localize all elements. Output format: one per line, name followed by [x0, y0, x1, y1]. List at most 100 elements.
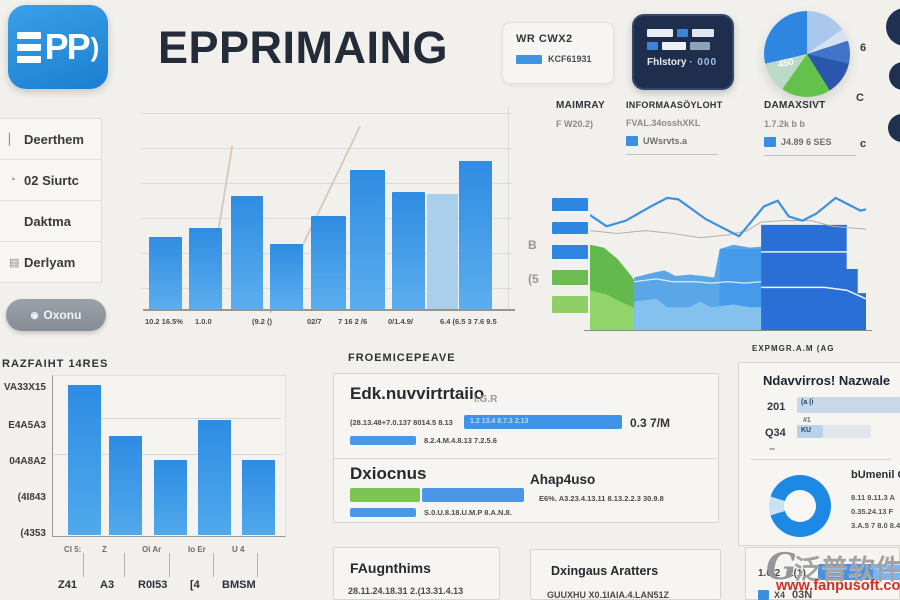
edge-avatar-1[interactable]	[886, 8, 900, 46]
history-card-label: Fhlstory	[647, 57, 687, 68]
donut-line: 8.11 8.11.3 A	[851, 493, 895, 502]
gridline	[53, 454, 283, 455]
metric-value: 03N	[792, 589, 813, 600]
gridline	[101, 418, 281, 419]
mini-bar	[350, 508, 416, 517]
panel-text: GUUXHU X0.1IAIA.4.LAN51Z	[547, 590, 670, 600]
metric-value: 2(1)	[788, 568, 806, 579]
bottom-panel-2[interactable]: Dxingaus Aratters GUUXHU X0.1IAIA.4.LAN5…	[530, 549, 721, 600]
blue-chip-icon	[516, 54, 542, 64]
panel-title: EXPMGR.A.M (AG	[752, 344, 835, 353]
panel-heading: Dxingaus Aratters	[551, 564, 659, 578]
stat-value: FVAL.34osshXKL	[626, 118, 701, 128]
sidebar: ▏ Deerthem ◔ 02 Siurtc Daktma ▤ Derlyam	[0, 118, 102, 283]
legend-swatch-icon	[758, 590, 769, 600]
row-sub-text: (28.13.48+7.0.137 8014.5 8.13	[350, 418, 453, 427]
sidebar-action-button[interactable]: ◉ Oxonu	[6, 299, 106, 331]
progress-bar-text: 1.2 13.4 8.7.3 2.13	[470, 418, 529, 425]
row-label: –	[769, 443, 776, 455]
bar-icon: ▏	[9, 133, 18, 146]
edge-avatar-2[interactable]	[889, 62, 900, 90]
stat-col-2: INFORMAASÖYLOHT FVAL.34osshXKL UWsrvts.a	[626, 100, 722, 155]
plot-area	[52, 375, 286, 537]
legend-swatch-icon	[764, 137, 776, 147]
progress-bar-blue[interactable]	[422, 488, 524, 502]
row-label: 201	[767, 401, 786, 413]
value-bar-text: KU	[801, 427, 812, 434]
panel-heading: FAugnthims	[350, 560, 431, 576]
erp-logo[interactable]: PP )	[8, 5, 108, 89]
summary-card-title: WR CWX2	[516, 33, 573, 45]
divider	[334, 458, 718, 459]
metric-label: X4	[774, 590, 786, 600]
sidebar-item-1[interactable]: ▏ Deerthem	[0, 119, 101, 160]
network-panel: Ndavvirros! Nazwale 201 (a (i #1 Q34 KU …	[738, 362, 900, 546]
stat-col-1: MAIMRAY F W20.2)	[556, 100, 620, 129]
sidebar-item-label: Derlyam	[24, 254, 76, 270]
clock-icon: ◔	[9, 174, 16, 186]
main-chart-axis	[143, 309, 515, 311]
edge-avatar-3[interactable]	[888, 114, 900, 142]
stat-value: 1.7.2k b b	[764, 119, 806, 129]
sidebar-item-label: Deerthem	[24, 131, 84, 147]
mini-bar-label: 8.2.4.M.4.8.13 7.2.5.6	[424, 436, 497, 445]
summary-card-value: KCF61931	[548, 54, 592, 64]
donut-line: 0.35.24.13 F	[851, 507, 894, 516]
watermark: G 泛普软件 www.fanpusoft.com	[688, 544, 900, 598]
row-heading: Dxiocnus	[350, 464, 427, 483]
axis-label: (5	[528, 272, 539, 286]
stacked-legend	[552, 198, 588, 313]
donut-line: 3.A.5 7 8.0 8.4	[851, 521, 900, 530]
logo-paren: )	[90, 31, 100, 62]
value-bar-text: (a (i	[801, 399, 814, 406]
summary-card[interactable]: WR CWX2 KCF61931	[502, 22, 614, 84]
row-note: i.G.R	[474, 394, 498, 405]
panel-heading: Ndavvirros! Nazwale	[763, 373, 891, 388]
equalizer-icon	[647, 29, 732, 50]
pie-slice-label: 450	[777, 56, 795, 71]
secondary-bar-chart: RAZFAIHT 14RES VA33X15 E4A5A3 04A8A2 (4I843…	[0, 355, 330, 600]
watermark-logo-icon: G	[766, 546, 797, 588]
value-bar[interactable]: KU	[797, 425, 871, 438]
stat-title: DAMAXSIVT	[764, 100, 826, 111]
sidebar-item-label: Daktma	[24, 213, 71, 229]
logo-bars-icon	[16, 31, 41, 63]
bar-fill	[797, 425, 823, 438]
chart-title: RAZFAIHT 14RES	[2, 358, 109, 370]
panel-title: FROEMICEPEAVE	[348, 352, 456, 364]
watermark-brand: 泛普软件	[794, 555, 900, 585]
stat-title: MAIMRAY	[556, 100, 605, 111]
row-sub: #1	[803, 417, 811, 424]
panel-text: 28.11.24.18.31 2.(13.31.4.13	[348, 586, 464, 596]
row-label: Q34	[765, 427, 786, 439]
progress-bar-green[interactable]	[350, 488, 420, 502]
progress-bar[interactable]: 1.2 13.4 8.7.3 2.13	[464, 415, 622, 429]
watermark-url[interactable]: www.fanpusoft.com	[776, 578, 900, 594]
mini-bar	[350, 436, 416, 445]
progress-panel: Edk.nuvvirtrtaiio i.G.R (28.13.48+7.0.13…	[333, 373, 719, 523]
stacked-plot	[590, 188, 866, 330]
stat-legend-label: J4.89 6 SES	[781, 137, 832, 147]
donut-heading: bUmenil C	[851, 469, 900, 481]
metric-label: 1.0.2	[758, 568, 781, 579]
main-bar-chart: 10.2 16.5% 1.0.0 (9.2 () 02/7 7 16 2 /6 0/1.4…	[135, 98, 520, 330]
bar-segment	[873, 564, 900, 580]
axis-label: B	[528, 238, 537, 252]
sidebar-item-3[interactable]: Daktma	[0, 201, 101, 242]
pie-chart: 450	[764, 11, 850, 97]
edge-letter: C	[856, 92, 864, 104]
divider	[764, 155, 856, 156]
sidebar-item-2[interactable]: ◔ 02 Siurtc	[0, 160, 101, 201]
sidebar-action-label: Oxonu	[43, 308, 82, 322]
divider	[626, 154, 718, 155]
history-card[interactable]: Fhlstory · 000	[632, 14, 734, 90]
bottom-panel-1[interactable]: FAugnthims 28.11.24.18.31 2.(13.31.4.13	[333, 547, 500, 600]
stacked-axis	[584, 330, 872, 331]
donut-chart	[769, 475, 831, 537]
sidebar-item-4[interactable]: ▤ Derlyam	[0, 242, 101, 282]
value-bar[interactable]: (a (i	[797, 397, 900, 413]
bottom-panel-3[interactable]: 1.0.2 2(1) X4 03N	[745, 547, 900, 600]
row-sub-text: E6%. A3.23.4.13.11 8.13.2.2.3 30.9.8	[539, 494, 664, 503]
edge-letter: 6	[860, 42, 867, 54]
